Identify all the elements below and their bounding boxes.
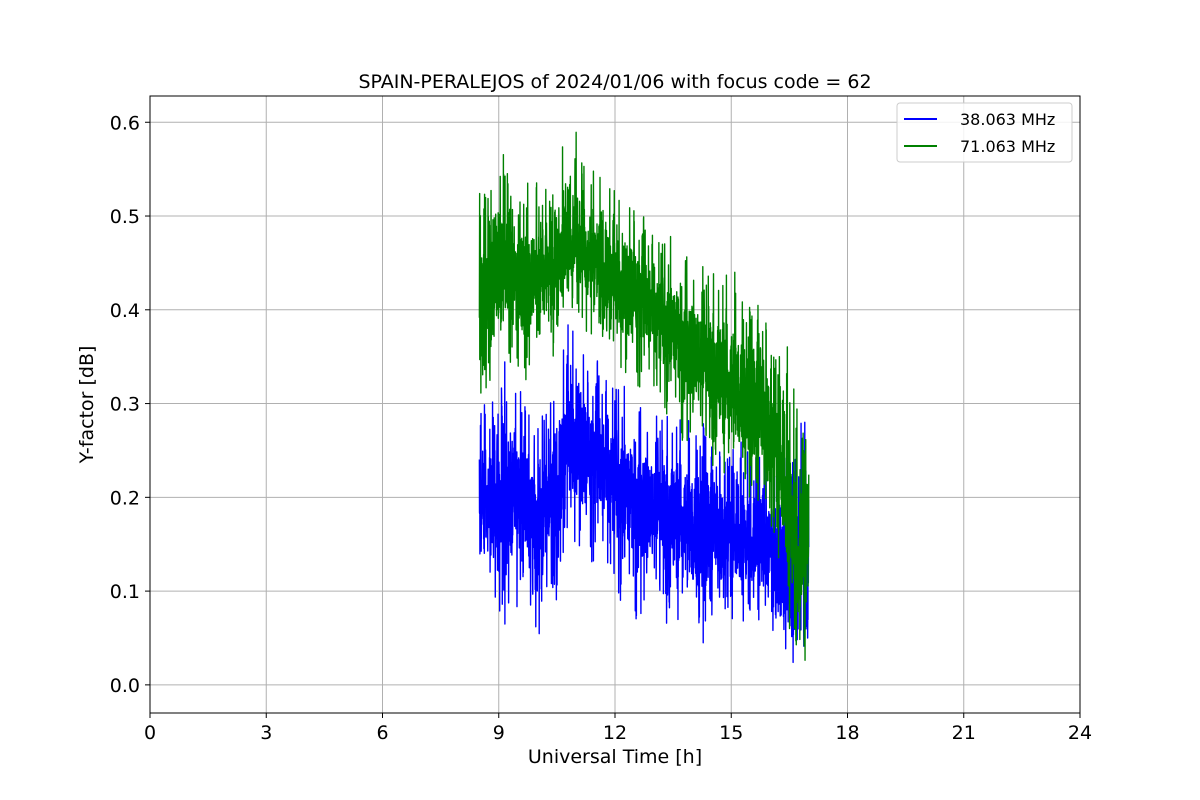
- ticks: 0 3 6 9 12 15 18 21 24 0.0 0.1 0.2 0.3 0.4 0.5 0.6: [110, 112, 1092, 744]
- y-tick-label: 0.3: [110, 394, 140, 416]
- x-tick-label: 15: [719, 722, 743, 744]
- series-line: [478, 131, 810, 661]
- x-tick-label: 24: [1068, 722, 1092, 744]
- y-tick-label: 0.6: [110, 112, 140, 134]
- x-tick-label: 9: [493, 722, 505, 744]
- x-tick-label: 3: [260, 722, 272, 744]
- legend-label: 38.063 MHz: [960, 110, 1055, 129]
- y-tick-label: 0.5: [110, 206, 140, 228]
- y-tick-label: 0.4: [110, 300, 140, 322]
- y-tick-label: 0.1: [110, 581, 140, 603]
- x-axis-title: Universal Time [h]: [528, 746, 702, 768]
- y-axis-title: Y-factor [dB]: [76, 346, 98, 465]
- legend: 38.063 MHz 71.063 MHz: [896, 102, 1073, 163]
- y-tick-label: 0.2: [110, 487, 140, 509]
- x-tick-label: 18: [835, 722, 859, 744]
- x-tick-label: 0: [144, 722, 156, 744]
- x-tick-label: 6: [376, 722, 388, 744]
- y-tick-label: 0.0: [110, 675, 140, 697]
- series-layer: [478, 131, 810, 664]
- legend-label: 71.063 MHz: [960, 137, 1055, 156]
- series-line: [478, 324, 810, 664]
- legend-box: [896, 102, 1073, 163]
- x-tick-label: 21: [952, 722, 976, 744]
- x-tick-label: 12: [603, 722, 627, 744]
- chart-title: SPAIN-PERALEJOS of 2024/01/06 with focus…: [358, 71, 871, 93]
